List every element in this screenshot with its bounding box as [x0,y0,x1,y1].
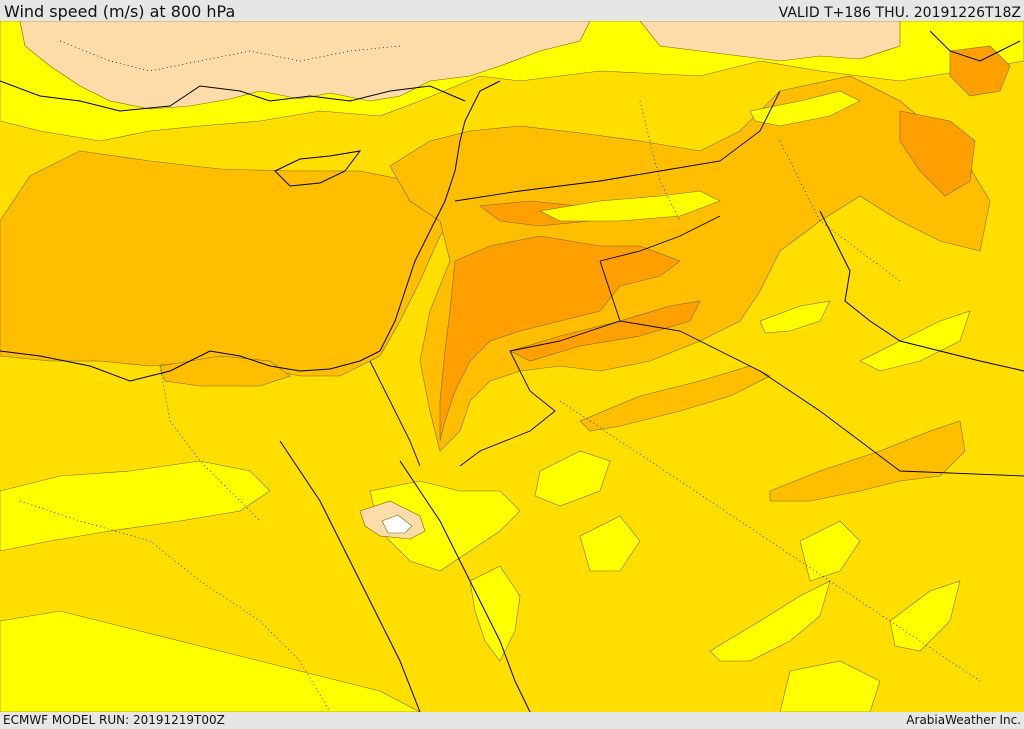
light-wind-streak-northeast [749,90,861,127]
very-light-wind-zone-ne [639,21,901,62]
internal-border-3 [559,400,981,682]
light-wind-streak-arabia-1 [534,450,611,507]
credit-label: ArabiaWeather Inc. [906,713,1021,727]
country-border-6 [369,360,421,467]
calm-wind-core [381,514,413,534]
strong-wind-zone-levant [439,235,681,442]
mediterranean-coastline [0,80,501,382]
strong-wind-zone-far-ne [949,45,1011,97]
map-canvas [0,21,1024,712]
country-border-2 [599,215,721,262]
light-wind-streak-sinai [369,480,521,572]
wind-speed-map [0,21,1024,712]
strong-wind-zone-ne [899,110,976,197]
light-wind-streak-southwest [0,610,421,712]
light-wind-streak-iraq [759,300,831,334]
light-wind-streak-arabia-4 [799,520,861,582]
light-wind-streak-arabia-2 [579,515,641,572]
caspian-coast [929,30,1021,62]
valid-time: VALID T+186 THU. 20191226T18Z [778,5,1021,21]
header-bar: Wind speed (m/s) at 800 hPa VALID T+186 … [0,0,1024,21]
red-sea-west-coast [279,440,421,712]
light-wind-streak-arabia-3 [709,580,831,662]
country-border-4 [599,260,621,322]
internal-border-6 [59,40,401,72]
light-wind-streak-arabia-5 [889,580,961,652]
light-wind-streak-arabia-6 [779,660,881,712]
light-wind-streak-egypt [0,460,271,552]
fresh-wind-zone-mediterranean [0,150,471,377]
cyprus-coast [274,150,362,187]
footer-bar: ECMWF MODEL RUN: 20191219T00Z ArabiaWeat… [0,712,1024,729]
country-border-5 [459,350,556,467]
light-wind-streak-gulf [859,310,971,372]
map-title: Wind speed (m/s) at 800 hPa [4,2,236,21]
very-light-wind-zone-turkey [19,21,591,110]
strong-wind-zone-egypt [159,355,291,387]
model-run-label: ECMWF MODEL RUN: 20191219T00Z [3,713,225,727]
red-sea-east-coast [399,460,531,712]
country-border-3 [509,320,1024,477]
country-border-1 [454,90,781,202]
internal-border-2 [19,500,331,712]
strong-wind-zone-jordan [509,300,701,362]
light-wind-streak-red-sea [469,565,521,662]
turkey-coastline [0,80,466,112]
fresh-wind-zone-east [769,420,966,502]
light-wind-streak-north-iraq [539,190,721,222]
fresh-wind-zone-south-east [579,365,771,432]
internal-border-5 [779,140,901,282]
internal-border-4 [639,100,681,222]
persian-gulf-coast [819,210,1024,372]
